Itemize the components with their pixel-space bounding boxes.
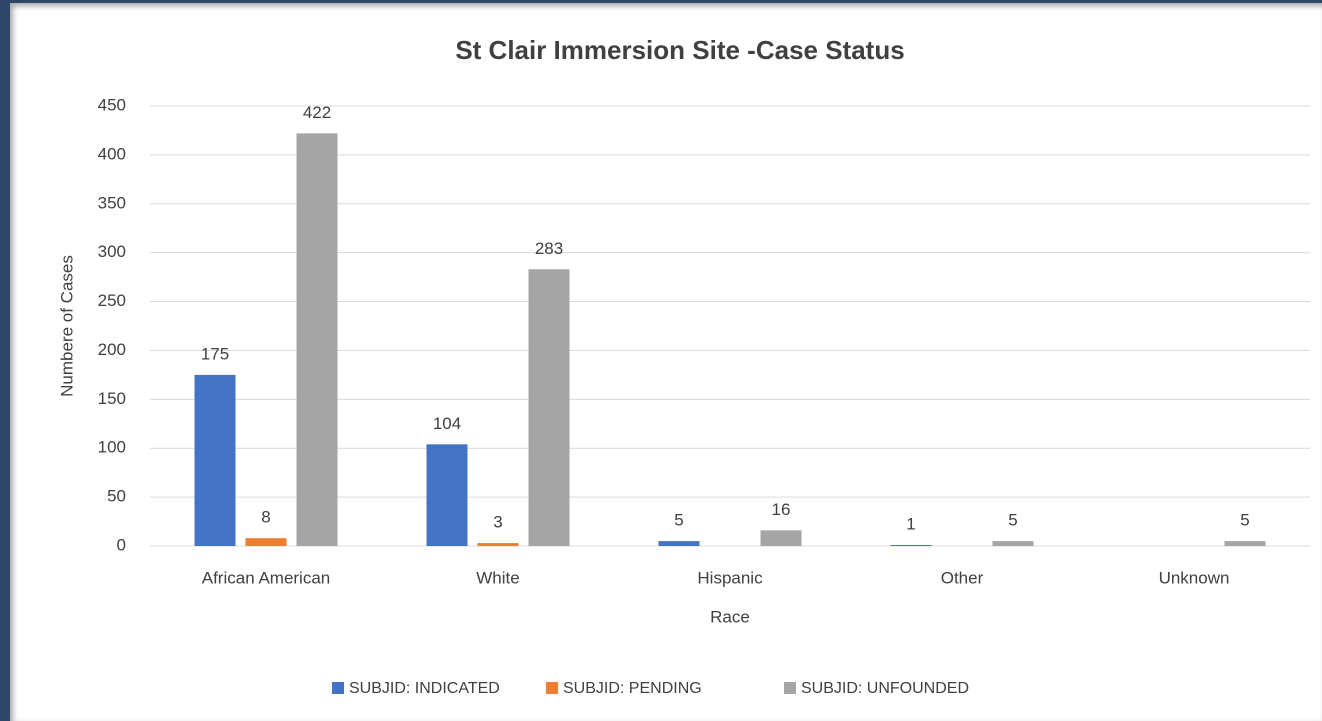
y-axis-title: Numbere of Cases <box>57 255 76 397</box>
y-tick-label: 200 <box>98 340 126 359</box>
bar <box>760 530 802 546</box>
legend-swatch <box>784 682 796 694</box>
legend-swatch <box>332 682 344 694</box>
data-label: 104 <box>433 414 461 433</box>
data-label: 5 <box>674 511 683 530</box>
y-tick-label: 300 <box>98 242 126 261</box>
x-tick-label: African American <box>202 568 331 587</box>
y-tick-label: 400 <box>98 144 126 163</box>
data-label: 16 <box>772 500 791 519</box>
legend-label: SUBJID: PENDING <box>563 680 702 697</box>
data-label: 422 <box>303 103 331 122</box>
legend-swatch <box>546 682 558 694</box>
bar <box>1224 541 1266 546</box>
legend-label: SUBJID: UNFOUNDED <box>801 680 969 697</box>
x-tick-label: Hispanic <box>697 568 763 587</box>
data-label: 5 <box>1008 511 1017 530</box>
y-tick-label: 0 <box>117 535 126 554</box>
bar <box>477 543 519 546</box>
data-label: 1 <box>906 515 915 534</box>
data-label: 8 <box>261 508 270 527</box>
x-tick-label: Other <box>941 568 984 587</box>
data-label: 3 <box>493 513 502 532</box>
bar <box>890 545 932 546</box>
y-tick-label: 350 <box>98 193 126 212</box>
y-tick-label: 150 <box>98 389 126 408</box>
bar <box>245 538 287 546</box>
data-label: 283 <box>535 239 563 258</box>
bar <box>992 541 1034 546</box>
y-tick-label: 450 <box>98 95 126 114</box>
y-tick-label: 50 <box>107 487 126 506</box>
chart-title: St Clair Immersion Site -Case Status <box>455 35 904 65</box>
y-tick-label: 100 <box>98 438 126 457</box>
x-tick-label: Unknown <box>1159 568 1230 587</box>
data-label: 175 <box>201 344 229 363</box>
bar <box>528 269 570 546</box>
data-label: 5 <box>1240 511 1249 530</box>
legend-label: SUBJID: INDICATED <box>349 680 500 697</box>
bar <box>296 133 338 546</box>
x-axis-title: Race <box>710 607 750 626</box>
x-tick-label: White <box>476 568 519 587</box>
bar <box>658 541 700 546</box>
bar <box>194 374 236 546</box>
bar <box>426 444 468 546</box>
y-tick-label: 250 <box>98 291 126 310</box>
